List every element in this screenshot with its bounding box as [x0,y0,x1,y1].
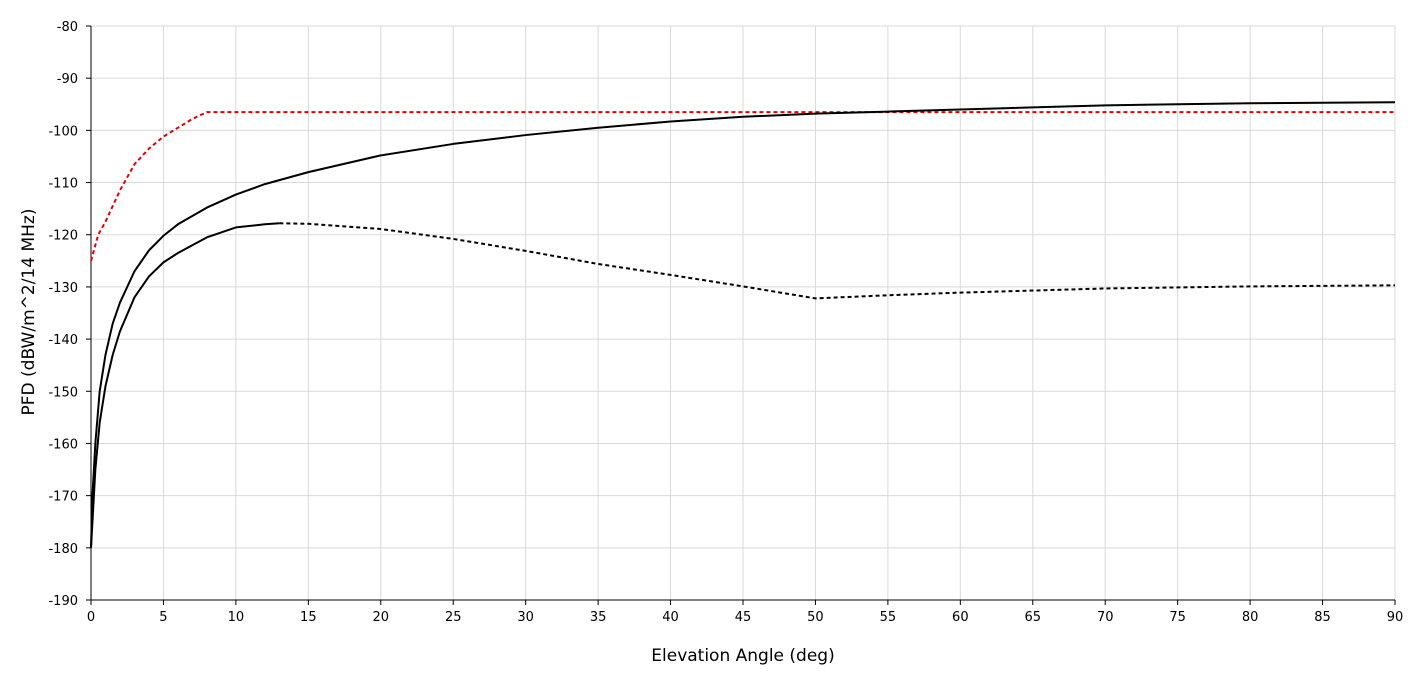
y-tick-label: -170 [48,490,78,505]
horizontal-gridlines [91,25,1395,549]
y-tick-label: -130 [48,281,78,296]
x-tick-label: 85 [1314,610,1331,625]
x-tick-label: 5 [159,610,167,625]
series-3-dashed-line [279,222,1396,300]
x-tick-label: 60 [952,610,969,625]
vertical-gridlines [162,26,1396,600]
series-2-line [90,101,1396,548]
y-tick-label: -150 [48,385,78,400]
y-tick-label: -110 [48,177,78,192]
x-tick-label: 20 [373,610,390,625]
y-tick-label: -190 [48,594,78,609]
x-tick-label: 45 [735,610,752,625]
x-tick-label: 50 [807,610,824,625]
x-tick-label: 15 [300,610,317,625]
series-layer [90,101,1396,548]
x-tick-label: 65 [1025,610,1042,625]
y-tick-label: -80 [57,20,78,35]
x-tick-label: 30 [517,610,534,625]
y-tick-label: -90 [57,72,78,87]
y-axis-label: PFD (dBW/m^2/14 MHz) [19,209,39,416]
y-tick-label: -120 [48,229,78,244]
x-tick-label: 35 [590,610,607,625]
x-tick-label: 55 [880,610,897,625]
y-tick-label: -100 [48,124,78,139]
x-tick-labels: 0 5 10 15 20 25 30 35 40 45 50 55 60 65 70 75 80 85 90 [87,600,1403,625]
y-tick-label: -180 [48,542,78,557]
y-tick-labels: -80 -90 -100 -110 -120 -130 -140 -150 -160 -170 -1… [48,20,91,609]
x-tick-label: 25 [445,610,462,625]
x-tick-label: 90 [1387,610,1404,625]
x-tick-label: 75 [1169,610,1186,625]
x-tick-label: 0 [87,610,95,625]
y-tick-label: -140 [48,333,78,348]
series-3-solid-line [90,222,280,548]
x-tick-label: 80 [1242,610,1259,625]
x-axis-label: Elevation Angle (deg) [651,646,834,666]
y-tick-label: -160 [48,437,78,452]
x-tick-label: 70 [1097,610,1114,625]
series-1-line [90,111,1395,262]
x-tick-label: 40 [662,610,679,625]
x-tick-label: 10 [228,610,245,625]
